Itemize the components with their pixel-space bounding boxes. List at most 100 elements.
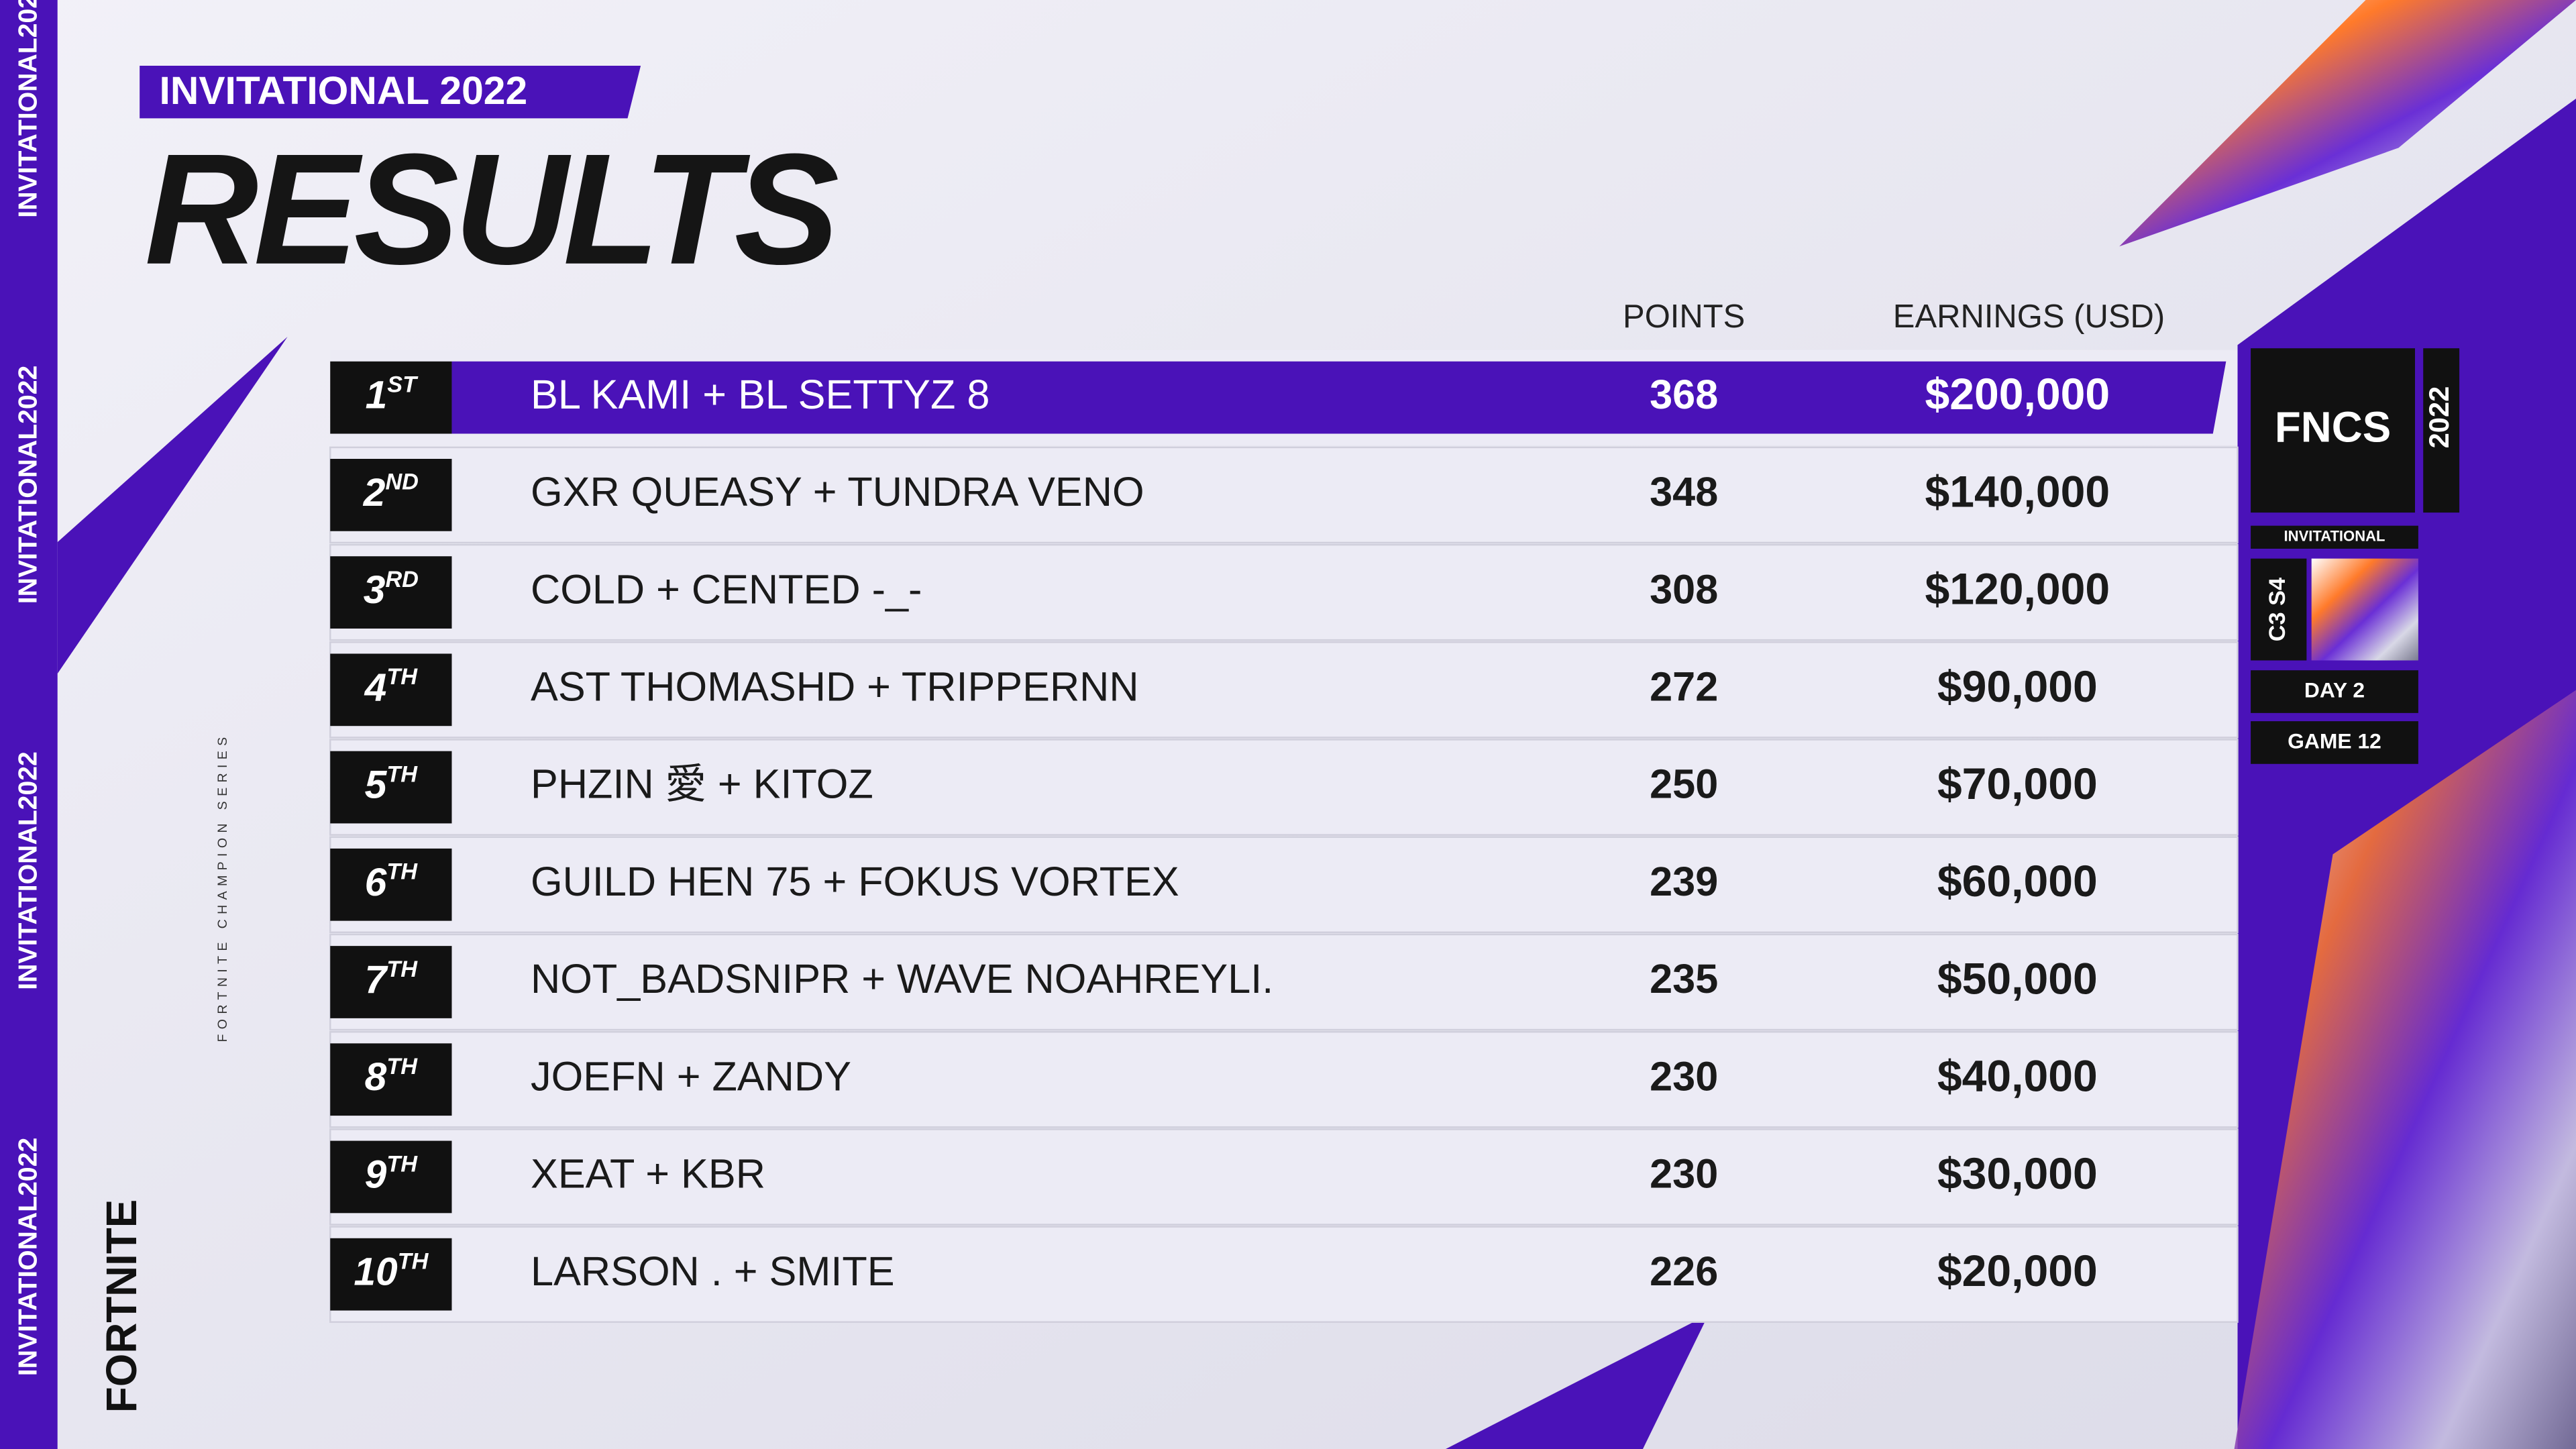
row-bg — [329, 543, 2239, 641]
points: 230 — [1650, 1151, 1718, 1197]
points: 348 — [1650, 469, 1718, 515]
points: 250 — [1650, 761, 1718, 807]
place-number: 6 — [365, 860, 387, 904]
chrome-shape — [2119, 0, 2576, 247]
place-number: 7 — [365, 958, 388, 1002]
earnings: $60,000 — [1937, 857, 2098, 906]
place-box — [330, 1043, 452, 1116]
place: 6TH — [365, 859, 419, 904]
place-number: 1 — [366, 373, 388, 417]
place-number: 2 — [363, 470, 386, 514]
team: XEAT + KBR — [531, 1151, 765, 1197]
place-box — [330, 1238, 452, 1311]
place-box — [330, 459, 452, 531]
earnings: $120,000 — [1925, 565, 2110, 614]
earnings: $90,000 — [1937, 662, 2098, 712]
place: 8TH — [365, 1054, 419, 1099]
place-suffix: TH — [386, 1151, 418, 1177]
earnings: $20,000 — [1937, 1246, 2098, 1296]
place: 2ND — [363, 470, 419, 515]
earnings: $50,000 — [1937, 954, 2098, 1004]
side-text: INVITATIONAL2022 — [13, 0, 42, 218]
place-number: 4 — [364, 665, 387, 709]
place: 4TH — [364, 664, 419, 709]
season: C3 S4 — [2265, 578, 2290, 641]
place-box — [330, 556, 452, 629]
side-text: INVITATIONAL2022 — [13, 751, 42, 990]
place-suffix: TH — [398, 1249, 429, 1275]
badge: INVITATIONAL 2022 — [160, 69, 528, 113]
place-suffix: TH — [386, 859, 418, 885]
place-number: 10 — [354, 1250, 398, 1293]
logo: FNCS — [2275, 403, 2391, 451]
earnings: $140,000 — [1925, 467, 2110, 517]
team: GUILD HEN 75 + FOKUS VORTEX — [531, 859, 1179, 904]
team: BL KAMI + BL SETTYZ 8 — [531, 372, 989, 417]
event: INVITATIONAL — [2284, 528, 2385, 545]
place-number: 8 — [365, 1055, 387, 1099]
earnings: $70,000 — [1937, 759, 2098, 809]
points: 368 — [1650, 372, 1718, 417]
badge-bg — [140, 65, 641, 119]
place-number: 5 — [365, 763, 388, 806]
row-bg — [329, 641, 2239, 739]
row-bg — [329, 739, 2239, 836]
place-suffix: TH — [386, 761, 418, 787]
place: 10TH — [354, 1249, 429, 1294]
place-number: 9 — [365, 1152, 387, 1196]
row-bg — [329, 1030, 2239, 1128]
team: PHZIN 愛 + KITOZ — [531, 761, 873, 807]
team: NOT_BADSNIPR + WAVE NOAHREYLI. — [531, 956, 1273, 1002]
place-box — [330, 361, 452, 434]
title: RESULTS — [145, 121, 839, 297]
highlight-bar — [451, 361, 2226, 434]
place-box — [330, 751, 452, 824]
place-suffix: ST — [387, 372, 419, 398]
row-bg — [329, 1226, 2239, 1323]
day-box — [2251, 670, 2418, 713]
points: 272 — [1650, 663, 1718, 709]
team: GXR QUEASY + TUNDRA VENO — [531, 469, 1144, 515]
points: 230 — [1650, 1053, 1718, 1099]
row-bg — [329, 836, 2239, 934]
place: 9TH — [365, 1151, 419, 1196]
day: DAY 2 — [2304, 678, 2365, 702]
row-bg — [329, 1128, 2239, 1226]
place: 5TH — [365, 761, 419, 806]
side-text: INVITATIONAL2022 — [13, 1138, 42, 1377]
series: FORTNITE CHAMPION SERIES — [215, 732, 230, 1042]
place: 7TH — [365, 957, 419, 1002]
place-suffix: RD — [385, 567, 419, 592]
earnings: $40,000 — [1937, 1052, 2098, 1102]
event-box — [2251, 525, 2418, 549]
earnings: $30,000 — [1937, 1149, 2098, 1199]
team: AST THOMASHD + TRIPPERNN — [531, 663, 1139, 709]
points: 226 — [1650, 1248, 1718, 1294]
season-art — [2311, 558, 2418, 661]
place-suffix: ND — [385, 470, 419, 495]
chrome-shape — [2234, 690, 2576, 1449]
team: JOEFN + ZANDY — [531, 1053, 851, 1099]
purple-shape — [57, 337, 288, 674]
team: COLD + CENTED -_- — [531, 566, 922, 612]
place-box — [330, 946, 452, 1018]
place-box — [330, 1140, 452, 1214]
earnings: $200,000 — [1925, 370, 2110, 419]
place-box — [330, 848, 452, 921]
year: 2022 — [2423, 386, 2455, 449]
place-suffix: TH — [386, 664, 418, 690]
column-header: POINTS — [1623, 299, 1745, 335]
season-box — [2251, 558, 2307, 661]
side-text: INVITATIONAL2022 — [13, 366, 42, 604]
game: GAME 12 — [2288, 729, 2381, 753]
logo-box — [2251, 348, 2415, 513]
side-strip — [0, 0, 58, 1449]
place-number: 3 — [364, 568, 386, 612]
column-header: EARNINGS (USD) — [1893, 299, 2165, 335]
game-box — [2251, 721, 2418, 764]
points: 239 — [1650, 859, 1718, 904]
place: 1ST — [366, 372, 419, 417]
